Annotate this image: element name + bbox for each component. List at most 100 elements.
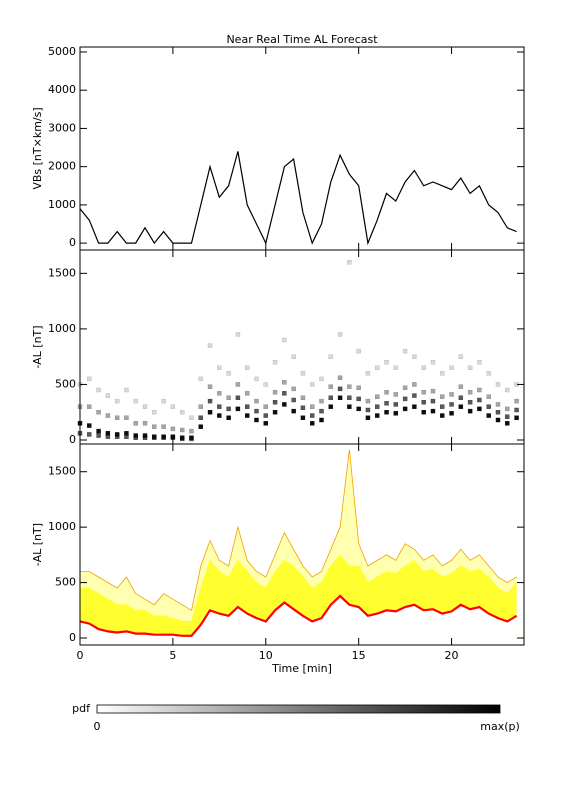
density-cell bbox=[87, 404, 92, 409]
density-cell bbox=[244, 413, 250, 418]
density-cell bbox=[430, 408, 436, 414]
density-cell bbox=[393, 365, 399, 370]
density-cell bbox=[365, 398, 371, 404]
band-line bbox=[79, 594, 518, 637]
density-cell bbox=[207, 398, 213, 404]
density-cell bbox=[319, 398, 324, 404]
density-cell bbox=[152, 424, 157, 429]
density-cell bbox=[161, 424, 166, 429]
y-tick-label: 4000 bbox=[48, 83, 76, 96]
y-tick-label: 1500 bbox=[48, 266, 76, 279]
density-cell bbox=[440, 394, 445, 399]
density-cell bbox=[421, 390, 426, 395]
x-tick-label: 20 bbox=[445, 649, 459, 662]
density-cell bbox=[337, 332, 343, 337]
density-cell bbox=[217, 391, 222, 396]
density-cell bbox=[114, 415, 120, 420]
density-cell bbox=[467, 390, 473, 395]
x-tick-label: 0 bbox=[77, 649, 84, 662]
density-cell bbox=[310, 382, 315, 387]
colorbar-label: pdf bbox=[72, 702, 91, 715]
y-axis-label: -AL [nT] bbox=[31, 523, 44, 566]
y-axis-label: -AL [nT] bbox=[31, 325, 44, 368]
density-cell bbox=[375, 365, 380, 370]
density-cell bbox=[217, 413, 222, 418]
density-cell bbox=[486, 413, 491, 418]
y-tick-label: 1000 bbox=[48, 520, 76, 533]
density-cell bbox=[179, 410, 185, 415]
density-cell bbox=[430, 360, 436, 365]
density-cell bbox=[440, 413, 445, 418]
density-cell bbox=[87, 432, 92, 437]
density-cell bbox=[412, 393, 417, 398]
density-cell bbox=[310, 404, 315, 409]
density-cell bbox=[467, 400, 473, 405]
band-area bbox=[80, 595, 517, 639]
density-cell bbox=[477, 387, 482, 393]
colorbar-tick: max(p) bbox=[480, 720, 520, 733]
density-cell bbox=[235, 395, 241, 400]
density-cell bbox=[514, 415, 519, 420]
plot-frame bbox=[79, 249, 525, 445]
density-cell bbox=[514, 407, 519, 413]
data-line bbox=[79, 151, 517, 246]
density-cell bbox=[207, 384, 213, 389]
density-cell bbox=[319, 408, 324, 414]
density-cell bbox=[402, 385, 408, 390]
density-cell bbox=[133, 433, 138, 438]
density-cell bbox=[263, 404, 268, 409]
density-cell bbox=[254, 398, 259, 404]
density-cell bbox=[337, 386, 343, 392]
density-cell bbox=[161, 398, 166, 404]
density-cell bbox=[495, 410, 501, 415]
density-cell bbox=[263, 421, 268, 426]
density-cell bbox=[384, 360, 389, 365]
plot-frame bbox=[79, 443, 525, 646]
density-cell bbox=[393, 411, 399, 416]
density-cell bbox=[412, 354, 417, 359]
density-cell bbox=[198, 376, 203, 382]
density-cell bbox=[124, 415, 129, 420]
density-cell bbox=[226, 395, 231, 400]
density-cell bbox=[310, 413, 315, 418]
density-cell bbox=[430, 388, 436, 394]
density-cell bbox=[328, 384, 333, 389]
density-cell bbox=[467, 408, 473, 414]
density-cell bbox=[133, 421, 138, 426]
density-cell bbox=[458, 354, 464, 359]
density-cell bbox=[96, 387, 101, 393]
density-cell bbox=[142, 433, 148, 438]
density-cell bbox=[384, 401, 389, 406]
density-cell bbox=[207, 343, 213, 348]
y-tick-label: 5000 bbox=[48, 45, 76, 58]
density-cell bbox=[449, 402, 454, 407]
density-cell bbox=[328, 395, 333, 400]
density-cell bbox=[449, 392, 454, 397]
density-cell bbox=[235, 382, 241, 387]
density-cell bbox=[142, 421, 148, 426]
density-cell bbox=[300, 371, 306, 376]
density-cell bbox=[254, 408, 259, 414]
density-cell bbox=[467, 365, 473, 370]
density-cell bbox=[207, 410, 213, 415]
y-tick-label: 500 bbox=[55, 377, 76, 390]
density-cell bbox=[244, 391, 250, 396]
density-cell bbox=[486, 394, 491, 399]
density-cell bbox=[449, 365, 454, 370]
density-cell bbox=[198, 404, 203, 409]
band-line bbox=[80, 449, 517, 611]
density-cell bbox=[124, 431, 129, 436]
density-cell bbox=[495, 382, 501, 387]
density-cell bbox=[235, 332, 241, 337]
density-cell bbox=[161, 434, 166, 439]
density-cell bbox=[189, 415, 194, 420]
density-cell bbox=[114, 432, 120, 437]
density-cell bbox=[170, 426, 176, 432]
density-cell bbox=[458, 384, 464, 389]
density-cell bbox=[282, 391, 287, 396]
density-cell bbox=[495, 402, 501, 407]
density-cell bbox=[244, 365, 250, 370]
density-cell bbox=[440, 404, 445, 409]
density-cell bbox=[365, 371, 371, 376]
